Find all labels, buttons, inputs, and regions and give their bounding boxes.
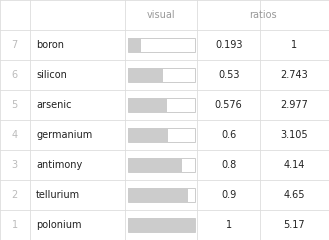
Text: 3: 3 — [12, 160, 18, 170]
Bar — [128, 128, 195, 142]
Text: 2.977: 2.977 — [281, 100, 308, 110]
Text: 5: 5 — [12, 100, 18, 110]
Bar — [128, 98, 195, 112]
Text: antimony: antimony — [36, 160, 83, 170]
Text: boron: boron — [36, 40, 64, 50]
Text: 7: 7 — [12, 40, 18, 50]
Text: ratios: ratios — [249, 10, 277, 20]
Text: tellurium: tellurium — [36, 190, 80, 200]
Text: arsenic: arsenic — [36, 100, 72, 110]
Text: 0.6: 0.6 — [221, 130, 236, 140]
Text: polonium: polonium — [36, 220, 82, 230]
Text: 4: 4 — [12, 130, 18, 140]
Text: 4.65: 4.65 — [284, 190, 305, 200]
Text: 1: 1 — [291, 40, 297, 50]
Bar — [128, 98, 166, 112]
Text: 6: 6 — [12, 70, 18, 80]
Bar — [128, 218, 195, 232]
Bar — [128, 158, 195, 172]
Text: 0.53: 0.53 — [218, 70, 240, 80]
Text: 0.576: 0.576 — [215, 100, 242, 110]
Text: visual: visual — [147, 10, 176, 20]
Text: 0.9: 0.9 — [221, 190, 236, 200]
Text: germanium: germanium — [36, 130, 92, 140]
Text: 0.8: 0.8 — [221, 160, 236, 170]
Bar — [128, 38, 141, 52]
Text: 1: 1 — [12, 220, 18, 230]
Text: 5.17: 5.17 — [284, 220, 305, 230]
Text: 0.193: 0.193 — [215, 40, 242, 50]
Bar — [128, 68, 164, 82]
Text: 1: 1 — [226, 220, 232, 230]
Text: 3.105: 3.105 — [281, 130, 308, 140]
Bar — [128, 128, 168, 142]
Bar — [128, 218, 195, 232]
Text: 2: 2 — [12, 190, 18, 200]
Bar — [128, 68, 195, 82]
Bar — [128, 38, 195, 52]
Text: 2.743: 2.743 — [281, 70, 308, 80]
Text: 4.14: 4.14 — [284, 160, 305, 170]
Text: silicon: silicon — [36, 70, 67, 80]
Bar — [128, 188, 188, 202]
Bar — [128, 188, 195, 202]
Bar — [128, 158, 182, 172]
